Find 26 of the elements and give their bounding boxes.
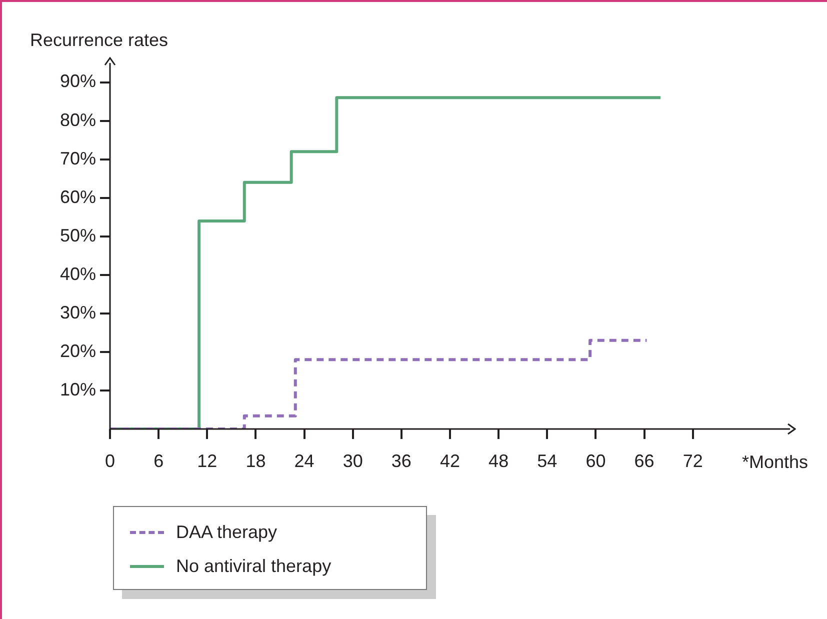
x-tick-label: 72 bbox=[682, 450, 703, 471]
x-tick-label: 0 bbox=[104, 450, 116, 471]
x-tick-label: 12 bbox=[197, 450, 218, 471]
y-tick-label: 90% bbox=[60, 71, 96, 92]
y-tick-label: 60% bbox=[60, 186, 96, 207]
y-tick-label: 20% bbox=[60, 340, 96, 361]
x-tick-label: 6 bbox=[154, 450, 164, 471]
legend-label: DAA therapy bbox=[176, 522, 278, 542]
x-tick-label: 24 bbox=[294, 450, 314, 471]
x-axis-title: *Months bbox=[742, 452, 808, 473]
x-tick-label: 18 bbox=[246, 450, 266, 471]
y-tick-label: 70% bbox=[60, 148, 96, 168]
x-tick-label: 66 bbox=[634, 450, 654, 471]
y-tick-label: 10% bbox=[60, 379, 96, 400]
x-tick-label: 60 bbox=[586, 450, 606, 471]
x-tick-label: 36 bbox=[391, 450, 412, 471]
y-tick-label: 30% bbox=[60, 302, 96, 322]
legend-label: No antiviral therapy bbox=[176, 556, 332, 576]
y-tick-label: 80% bbox=[60, 110, 96, 130]
y-axis-title: Recurrence rates bbox=[30, 30, 168, 51]
x-tick-label: 42 bbox=[440, 450, 460, 471]
y-tick-label: 50% bbox=[60, 225, 96, 246]
x-tick-label: 54 bbox=[537, 450, 558, 471]
y-tick-label: 40% bbox=[60, 264, 96, 284]
x-tick-label: 30 bbox=[342, 450, 363, 471]
x-tick-label: 48 bbox=[488, 450, 509, 471]
